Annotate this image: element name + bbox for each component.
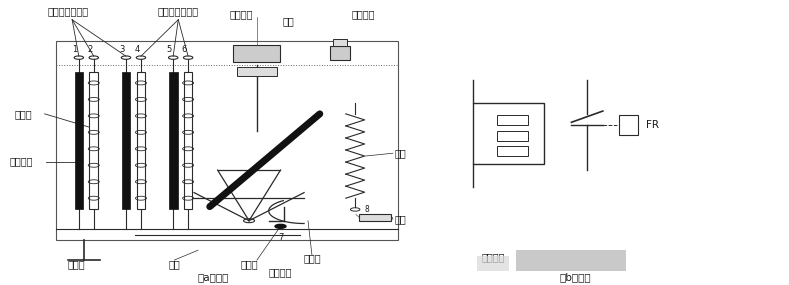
Bar xyxy=(122,72,130,209)
Text: 8: 8 xyxy=(365,205,369,214)
Text: 导板: 导板 xyxy=(169,259,180,269)
Text: 复位按钮: 复位按钮 xyxy=(351,9,375,19)
Bar xyxy=(333,39,346,46)
Text: 3: 3 xyxy=(119,45,125,54)
Text: 测试杆: 测试杆 xyxy=(67,259,85,269)
Bar xyxy=(89,72,98,209)
Text: 接三相交流电源: 接三相交流电源 xyxy=(47,6,89,16)
Bar xyxy=(497,146,528,156)
Bar xyxy=(169,72,178,209)
Bar xyxy=(473,103,544,164)
Text: 整定旋钮: 整定旋钮 xyxy=(230,9,253,19)
Text: 5: 5 xyxy=(166,45,172,54)
Text: 6: 6 xyxy=(181,45,187,54)
Bar xyxy=(234,45,281,62)
Bar xyxy=(359,214,391,221)
Bar xyxy=(477,256,508,271)
Text: 发热元件: 发热元件 xyxy=(481,252,504,262)
Bar xyxy=(184,72,193,209)
Text: 1: 1 xyxy=(73,45,77,54)
Text: 电热丝: 电热丝 xyxy=(14,109,32,119)
Text: （a）结构: （a）结构 xyxy=(198,272,230,282)
Text: 接三相交流负载: 接三相交流负载 xyxy=(158,6,199,16)
Bar xyxy=(516,250,626,271)
Bar xyxy=(497,115,528,125)
Bar xyxy=(237,68,277,76)
Text: 动触片: 动触片 xyxy=(303,254,321,264)
Circle shape xyxy=(275,224,286,228)
Text: 4: 4 xyxy=(134,45,140,54)
Bar xyxy=(497,131,528,141)
Bar xyxy=(330,46,350,60)
Bar xyxy=(136,72,145,209)
Text: FR: FR xyxy=(646,120,659,130)
Text: 推杆: 推杆 xyxy=(282,16,294,26)
Text: 双金属片: 双金属片 xyxy=(9,157,33,167)
Bar xyxy=(57,41,398,240)
Text: 静触片: 静触片 xyxy=(240,259,258,269)
Text: 7: 7 xyxy=(278,233,283,242)
Bar xyxy=(619,115,638,135)
Text: 螺钉: 螺钉 xyxy=(394,214,406,224)
Bar xyxy=(74,72,83,209)
Text: 常闭触点: 常闭触点 xyxy=(269,267,292,277)
Text: 弹簧: 弹簧 xyxy=(394,148,406,158)
Text: （b）符号: （b）符号 xyxy=(559,272,591,282)
Text: 2: 2 xyxy=(88,45,92,54)
